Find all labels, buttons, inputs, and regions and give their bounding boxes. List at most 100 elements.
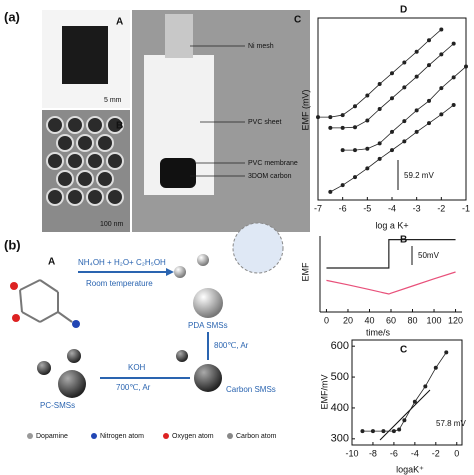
legend-icon [27, 433, 33, 439]
data-point [427, 98, 431, 103]
sphere [67, 349, 81, 363]
y-tick-label: 400 [331, 402, 349, 414]
data-point [414, 74, 419, 79]
data-point [365, 118, 370, 123]
condition: 700℃, Ar [116, 383, 151, 392]
y-tick-label: 500 [331, 371, 349, 383]
data-point [464, 64, 468, 69]
x-tick-label: -8 [369, 448, 377, 458]
data-line [326, 271, 456, 295]
data-point [414, 49, 419, 54]
sphere [197, 254, 209, 266]
sphere [174, 266, 186, 278]
data-line [342, 66, 467, 151]
x-tick-label: 120 [448, 315, 463, 325]
x-tick-label: -4 [411, 448, 419, 458]
carbon-piece [62, 26, 108, 84]
data-point [402, 119, 407, 124]
data-point [377, 156, 382, 161]
data-point [353, 148, 357, 153]
y-axis-label: EMF/mV [319, 375, 329, 410]
data-point [414, 108, 419, 113]
molecule [10, 279, 80, 328]
callout: Ni mesh [248, 43, 274, 50]
panel-label: B [400, 235, 407, 246]
sphere-label: Carbon SMSs [226, 385, 276, 394]
y-tick-label: 300 [331, 433, 349, 445]
x-tick-label: 0 [324, 315, 329, 325]
x-tick-label: 40 [364, 315, 374, 325]
data-point [427, 38, 431, 43]
callout: 3DOM carbon [248, 173, 292, 180]
sphere [176, 350, 188, 362]
x-tick-label: -2 [437, 203, 445, 213]
data-point [353, 125, 357, 130]
membrane [160, 158, 196, 188]
x-tick-label: -6 [390, 448, 398, 458]
data-point [381, 429, 386, 434]
x-tick-label: -3 [413, 203, 421, 213]
callout: PVC membrane [248, 160, 298, 167]
data-point [328, 115, 333, 120]
pore-pattern [46, 116, 124, 206]
plot-frame [351, 339, 463, 446]
x-tick-label: -7 [314, 203, 322, 213]
data-point [340, 125, 345, 130]
data-line [330, 43, 454, 129]
data-point [360, 429, 365, 434]
data-point [414, 129, 419, 134]
zoom-circle [232, 222, 284, 274]
panel-label: (a) [4, 9, 20, 24]
sphere [194, 364, 222, 392]
data-point [390, 96, 394, 101]
photo-label: B [116, 121, 123, 132]
data-point [365, 93, 370, 98]
legend-entry: Dopamine [36, 433, 68, 440]
photo-label: C [294, 15, 301, 26]
data-point [328, 125, 333, 130]
data-point [328, 189, 333, 194]
data-point [433, 365, 438, 370]
data-point [412, 399, 417, 404]
data-point [390, 148, 394, 153]
condition: Room temperature [86, 279, 153, 288]
annotation: 59.2 mV [404, 171, 434, 180]
x-tick-label: -5 [363, 203, 371, 213]
reagents: NH₄OH + H₂O+ C₂H₅OH [78, 258, 166, 267]
annotation: 50mV [418, 251, 440, 260]
callout: PVC sheet [248, 119, 282, 126]
x-tick-label: 100 [427, 315, 442, 325]
data-point [423, 384, 428, 389]
sphere [58, 370, 86, 398]
x-tick-label: 80 [408, 315, 418, 325]
data-point [397, 427, 402, 432]
data-point [402, 60, 407, 65]
x-tick-label: -6 [339, 203, 347, 213]
data-point [353, 104, 357, 109]
sub-label: A [48, 257, 55, 268]
legend-entry: Carbon atom [236, 433, 277, 440]
data-line [362, 352, 447, 432]
data-point [340, 113, 345, 118]
data-point [451, 75, 456, 80]
data-point [340, 183, 345, 188]
tangent [379, 389, 431, 441]
data-point [377, 82, 382, 87]
x-axis-label: log a K+ [375, 220, 408, 230]
panel-label: C [400, 345, 407, 356]
x-tick-label: 60 [386, 315, 396, 325]
sphere [193, 288, 223, 318]
legend-icon [163, 433, 169, 439]
data-point [377, 141, 382, 146]
data-point [439, 112, 444, 117]
data-point [427, 63, 431, 68]
legend-icon [227, 433, 233, 439]
annotation: 57.8 mV [436, 419, 466, 428]
scale-label: 100 nm [100, 221, 124, 228]
legend-icon [91, 433, 97, 439]
data-point [402, 139, 407, 144]
data-line [318, 29, 442, 118]
data-point [427, 121, 431, 126]
data-point [402, 418, 407, 423]
